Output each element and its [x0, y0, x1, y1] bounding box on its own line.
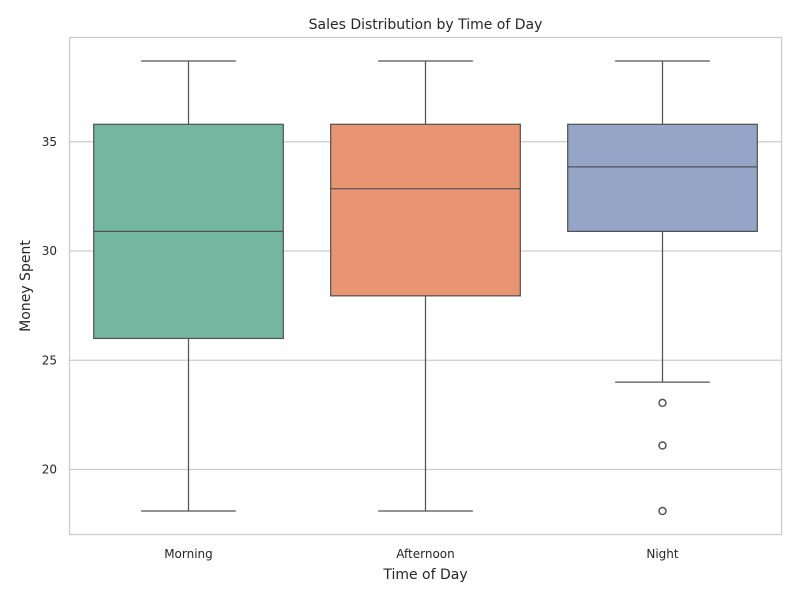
x-axis-label: Time of Day [382, 567, 467, 583]
x-tick-label: Morning [164, 547, 213, 561]
outlier-point [658, 506, 667, 516]
outlier-point [658, 398, 667, 408]
box-night [567, 60, 758, 516]
box-afternoon [330, 60, 521, 512]
x-tick-label: Night [646, 547, 679, 561]
y-tick-label: 20 [42, 463, 57, 477]
x-tick-label: Afternoon [396, 547, 455, 561]
y-tick-labels: 20 25 30 35 [42, 135, 57, 477]
x-tick-labels: Morning Afternoon Night [164, 547, 679, 561]
y-tick-label: 30 [42, 244, 57, 258]
chart-title: Sales Distribution by Time of Day [309, 17, 543, 33]
box-series [93, 60, 758, 516]
box-morning [93, 60, 284, 512]
y-tick-label: 35 [42, 135, 57, 149]
y-tick-label: 25 [42, 353, 57, 367]
box-iqr [567, 123, 758, 232]
outlier-point [658, 441, 667, 450]
box-iqr [330, 123, 521, 297]
y-axis-label: Money Spent [18, 240, 34, 332]
plot-frame [68, 36, 783, 536]
